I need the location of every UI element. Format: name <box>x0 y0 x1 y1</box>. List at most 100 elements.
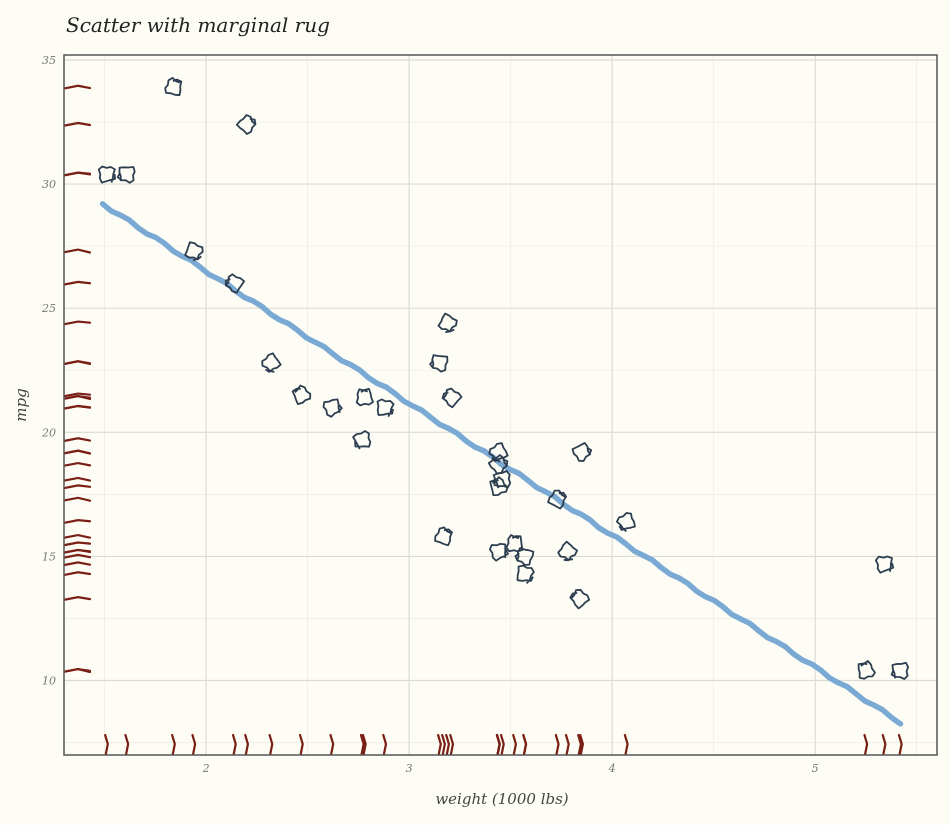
data-point <box>492 470 512 489</box>
tick-labels: 2 3 4 5 10 15 20 25 30 35 <box>41 54 819 775</box>
y-rug-mark <box>63 553 92 559</box>
trend-line <box>99 201 904 727</box>
x-rug-mark <box>579 733 585 756</box>
x-rug-mark <box>298 733 304 756</box>
data-point <box>355 388 374 407</box>
x-rug-mark <box>863 733 869 756</box>
data-point <box>261 352 282 373</box>
data-point <box>322 398 343 418</box>
chart-title: Scatter with marginal rug <box>66 13 330 37</box>
x-rug-mark <box>441 733 446 756</box>
x-rug-mark <box>359 733 365 756</box>
data-point <box>857 660 876 680</box>
x-rug-mark <box>445 733 451 756</box>
data-point <box>376 398 395 418</box>
y-rug-mark <box>63 84 92 90</box>
x-rug-mark <box>881 733 887 756</box>
y-tick-label: 15 <box>42 550 56 563</box>
data-point <box>569 588 591 610</box>
y-rug-mark <box>63 392 92 398</box>
x-rug-mark <box>361 733 367 756</box>
data-point <box>116 166 136 184</box>
data-point <box>487 454 509 475</box>
y-rug-mark <box>63 280 92 286</box>
data-point <box>164 77 183 97</box>
y-axis-label: mpg <box>12 388 30 421</box>
x-tick-label: 4 <box>608 762 616 775</box>
x-rug-mark <box>897 733 903 756</box>
y-rug-mark <box>63 571 92 576</box>
data-point <box>97 165 116 184</box>
x-rug-mark <box>191 733 197 756</box>
y-rug-mark <box>63 404 92 410</box>
data-point <box>489 476 509 496</box>
y-rug-mark <box>63 437 92 442</box>
x-rug-mark <box>104 733 109 756</box>
y-rug-mark <box>63 320 92 326</box>
data-point <box>352 430 372 450</box>
x-rug-mark <box>623 733 629 756</box>
x-rug-mark <box>499 733 505 756</box>
data-point <box>434 526 453 547</box>
x-tick-label: 5 <box>812 762 819 775</box>
y-rug-mark <box>63 519 92 524</box>
trend-line-layer <box>99 201 904 727</box>
data-point <box>184 241 204 262</box>
data-point <box>224 273 245 294</box>
data-point <box>488 442 509 463</box>
y-tick-label: 35 <box>42 54 56 67</box>
data-point <box>547 489 567 510</box>
y-rug-mark <box>63 496 92 502</box>
y-rug-mark <box>63 548 92 554</box>
y-rug-mark <box>63 667 92 674</box>
data-point <box>890 661 909 680</box>
x-rug-mark <box>382 733 388 756</box>
x-rug-mark <box>171 733 176 756</box>
x-rug-mark <box>329 733 335 756</box>
x-rug-mark <box>449 733 455 756</box>
x-tick-label: 2 <box>202 762 210 775</box>
x-rug-mark <box>268 733 274 756</box>
x-rug-mark <box>231 733 237 756</box>
grid <box>64 55 937 755</box>
plot-frame <box>63 54 938 756</box>
data-point <box>875 555 895 574</box>
y-rug-mark <box>63 394 92 400</box>
data-point <box>236 114 257 135</box>
y-rug-mark <box>63 541 92 547</box>
data-point <box>516 564 535 584</box>
y-rug-mark <box>63 121 92 127</box>
x-rug-mark <box>577 733 583 756</box>
y-rug-mark <box>63 533 92 539</box>
x-rug-mark <box>554 733 560 756</box>
data-point <box>437 312 458 334</box>
x-axis-label: weight (1000 lbs) <box>435 790 568 808</box>
data-point <box>514 547 535 566</box>
points-layer <box>97 77 909 680</box>
x-rug-mark <box>436 733 442 756</box>
x-rug-mark <box>512 733 518 756</box>
y-rug-mark <box>63 248 92 254</box>
x-rug-mark <box>124 733 130 756</box>
x-tick-label: 3 <box>406 762 413 775</box>
y-rug-mark <box>63 171 92 177</box>
y-rug-mark <box>63 595 92 601</box>
x-rug-mark <box>244 733 250 756</box>
data-point <box>291 384 312 405</box>
y-rug-mark <box>63 476 92 482</box>
x-rug-mark <box>495 733 501 756</box>
y-tick-label: 30 <box>42 178 56 191</box>
data-point <box>429 354 449 373</box>
rug-layer <box>63 84 903 756</box>
data-point <box>489 543 509 562</box>
y-rug-mark <box>63 561 92 566</box>
data-point <box>571 442 593 462</box>
y-rug-mark <box>63 484 92 490</box>
x-rug-mark <box>564 733 570 756</box>
x-rug-mark <box>522 733 528 756</box>
data-point <box>616 512 636 533</box>
y-tick-label: 20 <box>41 426 56 439</box>
data-point <box>441 387 463 409</box>
